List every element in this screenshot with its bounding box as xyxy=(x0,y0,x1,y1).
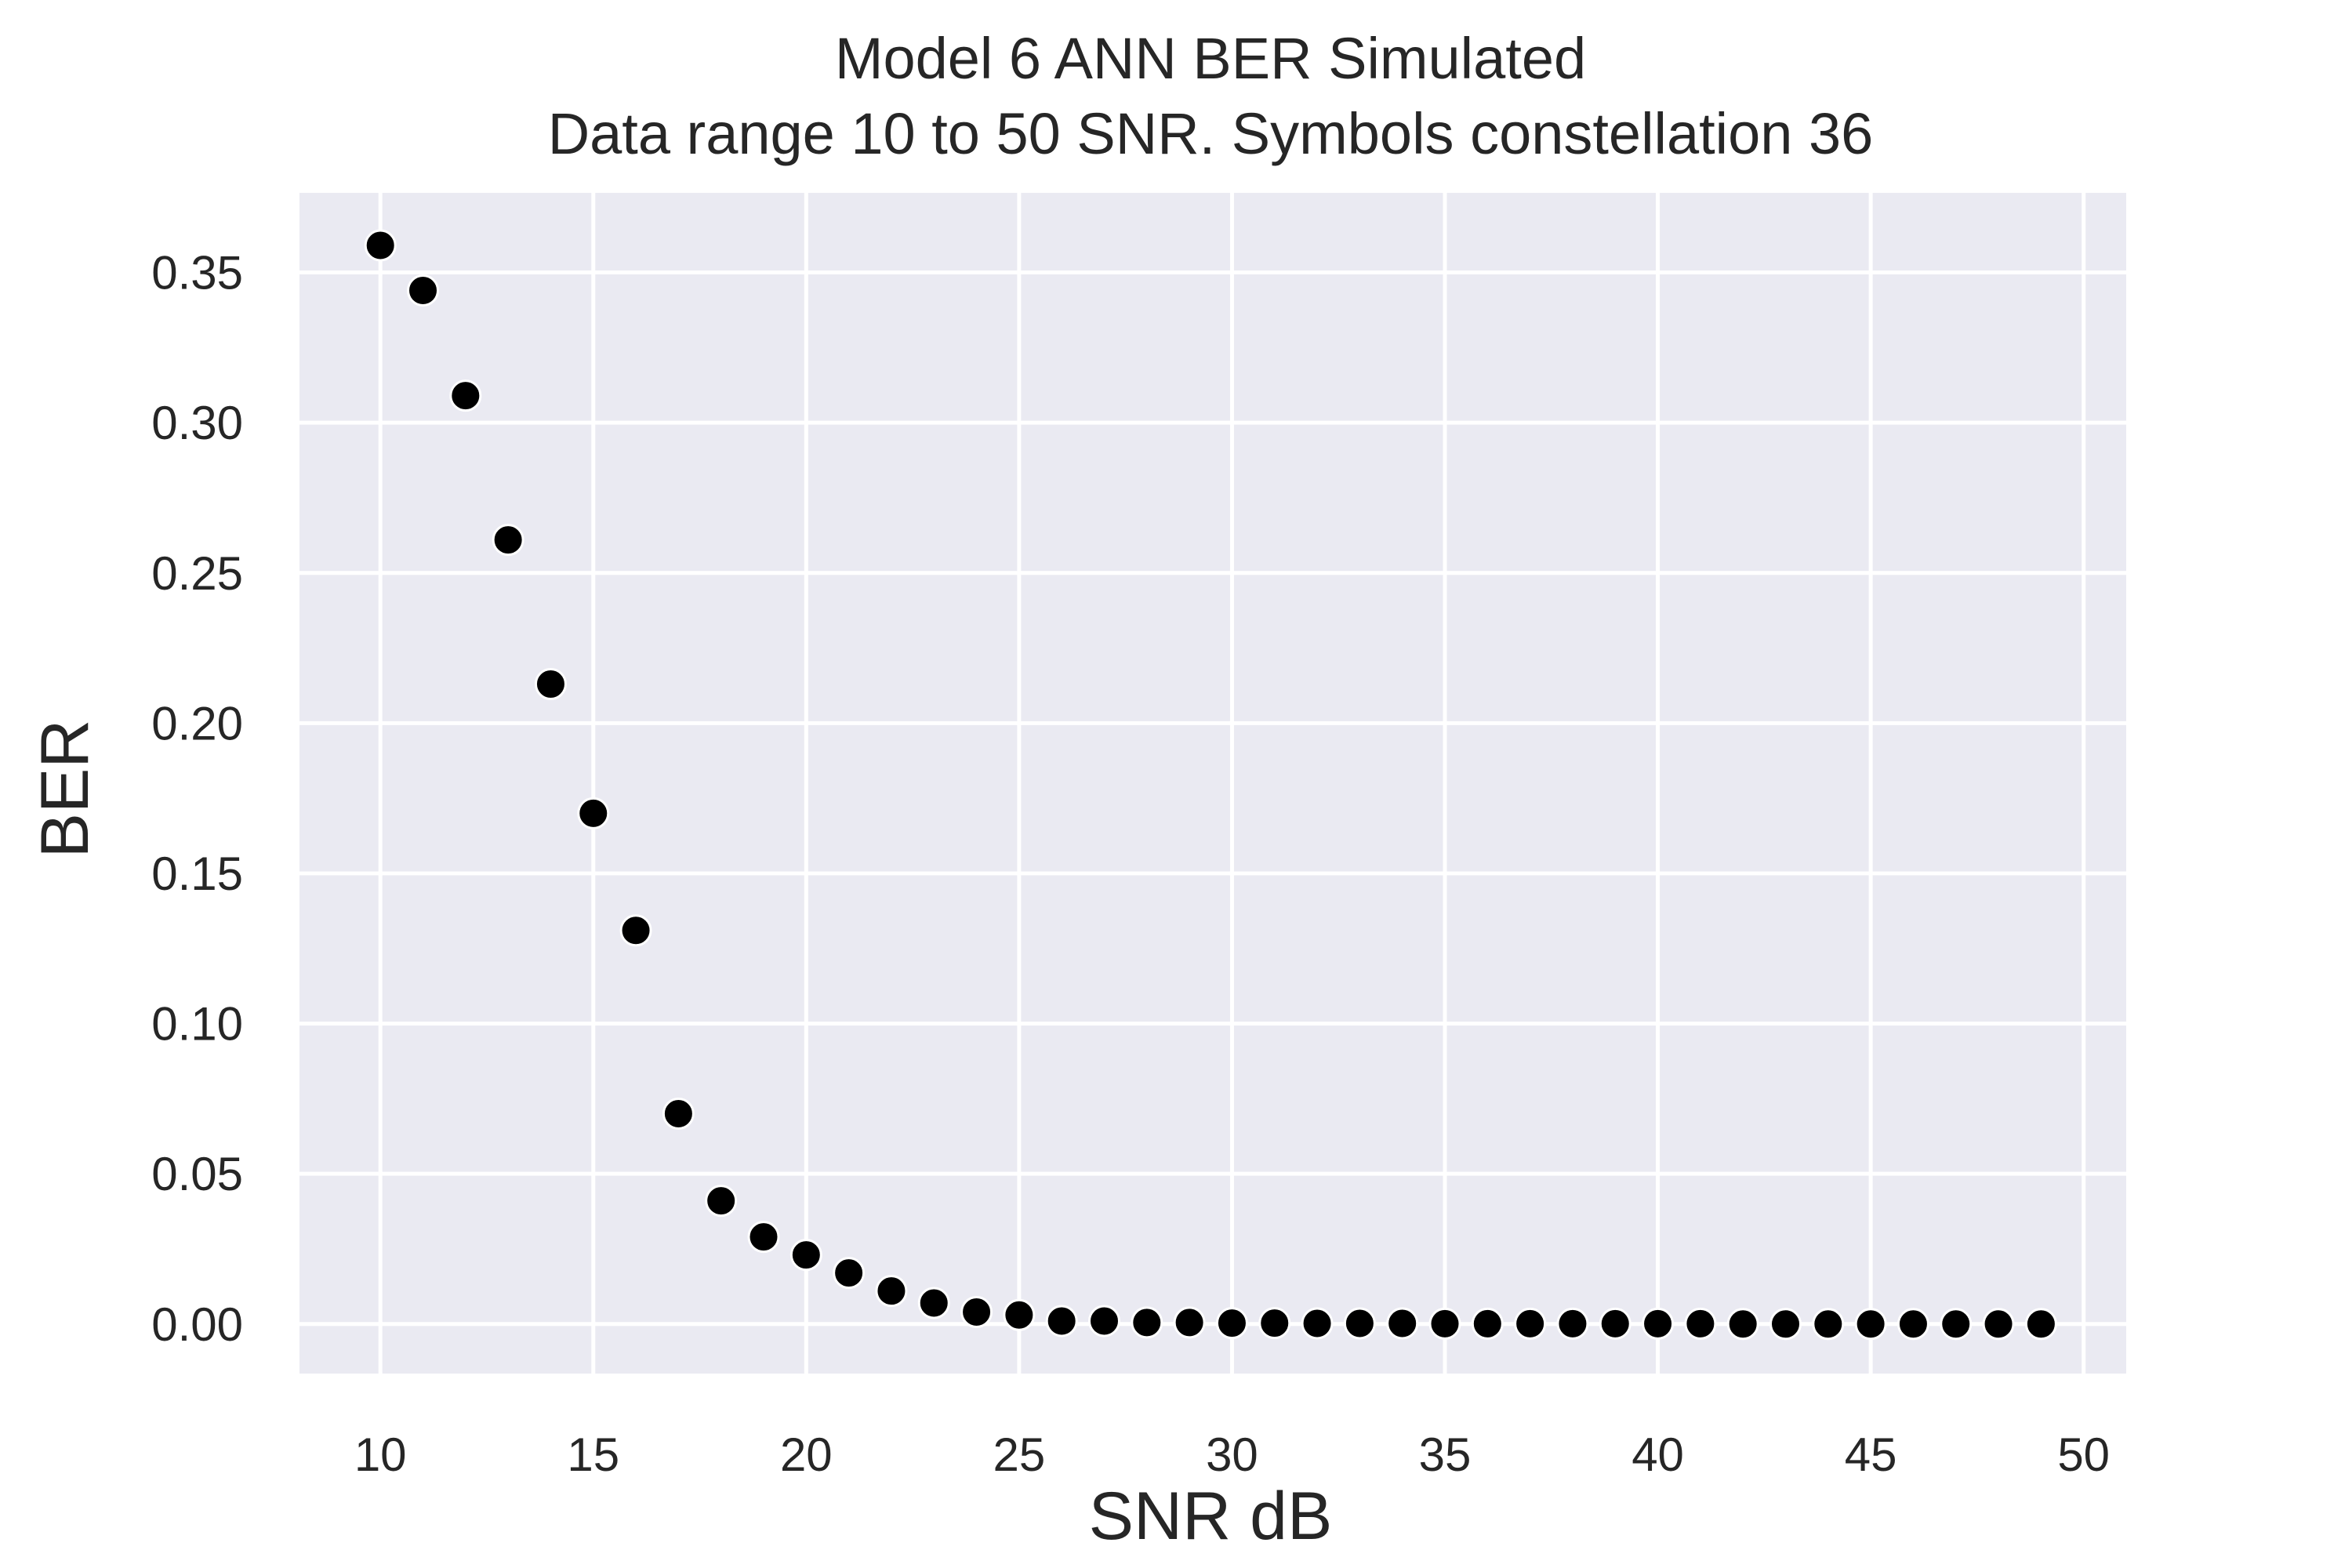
data-point xyxy=(407,274,440,307)
grid-lines xyxy=(299,193,2126,1374)
x-tick-label: 30 xyxy=(1206,1428,1258,1481)
data-point xyxy=(1556,1307,1589,1340)
y-tick-label: 0.30 xyxy=(151,397,243,449)
data-point xyxy=(1726,1308,1759,1341)
data-point xyxy=(1982,1308,2015,1341)
data-point xyxy=(1599,1307,1632,1340)
data-point xyxy=(1812,1308,1845,1341)
data-point xyxy=(577,797,610,829)
data-point xyxy=(1769,1308,1802,1341)
x-tick-label: 35 xyxy=(1419,1428,1472,1481)
data-point xyxy=(1854,1308,1887,1341)
y-tick-label: 0.15 xyxy=(151,848,243,900)
y-tick-label: 0.35 xyxy=(151,247,243,299)
data-point xyxy=(1301,1307,1334,1340)
x-tick-label: 40 xyxy=(1632,1428,1684,1481)
y-tick-label: 0.00 xyxy=(151,1298,243,1351)
data-point xyxy=(364,229,397,262)
data-point xyxy=(662,1098,695,1131)
data-point xyxy=(1003,1298,1036,1331)
chart-subtitle: Data range 10 to 50 SNR. Symbols constel… xyxy=(548,101,1874,166)
x-tick-label: 45 xyxy=(1845,1428,1897,1481)
y-tick-label: 0.20 xyxy=(151,697,243,750)
x-tick-label: 50 xyxy=(2057,1428,2110,1481)
data-point xyxy=(1940,1308,1973,1341)
x-tick-label: 20 xyxy=(780,1428,833,1481)
data-point xyxy=(492,524,524,557)
data-point xyxy=(705,1185,738,1218)
data-point xyxy=(449,379,482,412)
x-tick-label: 25 xyxy=(993,1428,1046,1481)
y-tick-label: 0.05 xyxy=(151,1148,243,1200)
data-point xyxy=(1684,1307,1717,1340)
y-axis-label: BER xyxy=(27,720,103,858)
data-point xyxy=(1343,1307,1376,1340)
data-point xyxy=(789,1239,822,1272)
data-point xyxy=(1514,1307,1547,1340)
data-point xyxy=(1045,1305,1078,1338)
data-point xyxy=(1471,1307,1504,1340)
data-point xyxy=(1428,1307,1461,1340)
x-tick-label: 10 xyxy=(354,1428,407,1481)
data-point xyxy=(1896,1308,1929,1341)
data-point xyxy=(833,1257,866,1290)
data-points xyxy=(364,229,2057,1341)
chart-title: Model 6 ANN BER Simulated xyxy=(835,26,1586,91)
data-point xyxy=(534,668,567,701)
plot-area xyxy=(299,193,2126,1374)
data-point xyxy=(2024,1308,2057,1341)
y-tick-label: 0.25 xyxy=(151,547,243,600)
data-point xyxy=(619,914,652,947)
data-point xyxy=(1131,1306,1163,1339)
data-point xyxy=(1386,1307,1419,1340)
data-point xyxy=(1088,1305,1121,1338)
data-point xyxy=(1258,1307,1291,1340)
x-tick-label: 15 xyxy=(567,1428,619,1481)
data-point xyxy=(1642,1307,1675,1340)
data-point xyxy=(875,1275,908,1308)
tick-labels: 10 15 20 25 30 35 40 45 50 0.00 0.05 0.10 0.15 0.20 0.… xyxy=(151,247,2110,1481)
data-point xyxy=(917,1287,950,1319)
y-tick-label: 0.10 xyxy=(151,998,243,1051)
x-axis-label: SNR dB xyxy=(1089,1479,1333,1554)
data-point xyxy=(747,1221,780,1254)
data-point xyxy=(1215,1307,1248,1340)
data-point xyxy=(960,1295,993,1328)
data-point xyxy=(1173,1306,1206,1339)
